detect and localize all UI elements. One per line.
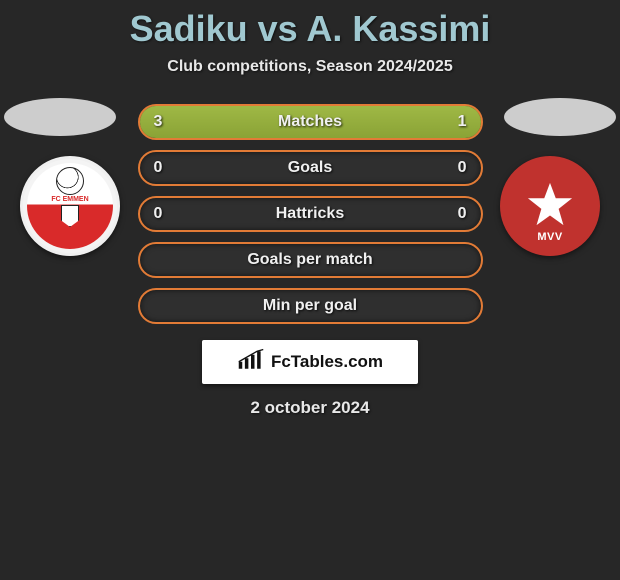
stat-label: Min per goal xyxy=(140,297,481,315)
club-logo-left: FC EMMEN xyxy=(20,156,120,256)
chart-icon xyxy=(237,348,265,377)
stat-row: Min per goal xyxy=(138,288,483,324)
club-right-abbrev: MVV xyxy=(503,231,597,243)
player-photo-left xyxy=(4,98,116,136)
date-text: 2 october 2024 xyxy=(0,398,620,418)
star-icon xyxy=(526,181,574,229)
stat-row: 00Goals xyxy=(138,150,483,186)
stat-label: Hattricks xyxy=(140,205,481,223)
subtitle: Club competitions, Season 2024/2025 xyxy=(0,58,620,76)
emmen-badge-icon: FC EMMEN xyxy=(27,163,113,249)
club-logo-right: MVV xyxy=(500,156,600,256)
club-left-abbrev: FC EMMEN xyxy=(51,196,88,203)
stat-rows: 31Matches 00Goals 00Hattricks Goals per mat… xyxy=(138,104,483,324)
brand-box[interactable]: FcTables.com xyxy=(202,340,418,384)
stat-row: 00Hattricks xyxy=(138,196,483,232)
shield-icon xyxy=(61,205,79,227)
stat-label: Goals xyxy=(140,159,481,177)
stat-label: Matches xyxy=(140,113,481,131)
stat-label: Goals per match xyxy=(140,251,481,269)
player-photo-right xyxy=(504,98,616,136)
stat-row: 31Matches xyxy=(138,104,483,140)
stat-row: Goals per match xyxy=(138,242,483,278)
ball-icon xyxy=(56,167,84,195)
brand-text: FcTables.com xyxy=(271,352,383,372)
stats-area: FC EMMEN MVV 31Matches 00Goals 00Hattricks… xyxy=(0,104,620,418)
page-title: Sadiku vs A. Kassimi xyxy=(0,0,620,50)
